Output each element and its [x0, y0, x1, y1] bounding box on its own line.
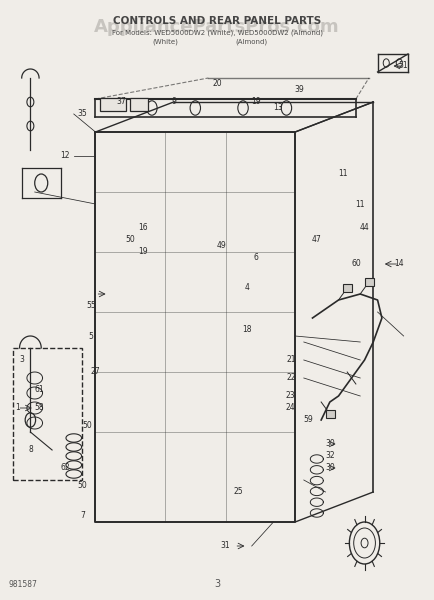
- Text: 19: 19: [251, 97, 261, 107]
- Text: AppliancePartsPros.com: AppliancePartsPros.com: [94, 18, 340, 36]
- Text: 62: 62: [60, 463, 70, 473]
- Text: 31: 31: [221, 542, 230, 551]
- Text: 27: 27: [91, 367, 100, 377]
- Text: 30: 30: [325, 439, 335, 449]
- Text: 6: 6: [253, 253, 259, 262]
- Text: 981587: 981587: [9, 580, 38, 589]
- Bar: [13, 348, 82, 480]
- Text: 9: 9: [171, 97, 176, 107]
- Text: 22: 22: [286, 373, 296, 383]
- Text: 12: 12: [60, 151, 70, 160]
- Text: 21: 21: [286, 355, 296, 364]
- Text: 23: 23: [286, 392, 296, 401]
- Text: 35: 35: [78, 109, 87, 118]
- Text: 59: 59: [303, 415, 313, 424]
- Text: 39: 39: [295, 85, 304, 94]
- Text: 60: 60: [351, 259, 361, 268]
- Text: 16: 16: [138, 223, 148, 232]
- Text: 50: 50: [78, 481, 87, 491]
- Bar: [365, 278, 374, 286]
- Text: 11: 11: [355, 199, 365, 209]
- Text: 20: 20: [212, 79, 222, 88]
- Text: 30: 30: [325, 463, 335, 473]
- Text: 3: 3: [19, 355, 24, 364]
- Bar: [326, 410, 335, 418]
- Text: 7: 7: [80, 511, 85, 520]
- Text: 49: 49: [217, 241, 226, 250]
- Text: 5: 5: [89, 331, 94, 341]
- Text: 50: 50: [125, 235, 135, 245]
- Text: 24: 24: [286, 404, 296, 413]
- Text: 37: 37: [117, 97, 126, 107]
- Text: 4: 4: [245, 283, 250, 292]
- Text: 47: 47: [312, 235, 322, 245]
- Text: 18: 18: [243, 325, 252, 335]
- Bar: [100, 98, 126, 111]
- Text: 50: 50: [82, 421, 92, 430]
- Text: 14: 14: [395, 259, 404, 268]
- Text: 1: 1: [15, 404, 20, 413]
- Text: 51: 51: [399, 61, 408, 70]
- Bar: [343, 284, 352, 292]
- Text: (Almond): (Almond): [236, 39, 268, 45]
- Text: 55: 55: [86, 301, 96, 311]
- Text: 19: 19: [138, 247, 148, 256]
- Text: 11: 11: [338, 169, 348, 179]
- Text: For Models: WED5000DW2 (White), WED5000DW2 (Almond): For Models: WED5000DW2 (White), WED5000D…: [112, 30, 322, 36]
- Text: 13: 13: [273, 103, 283, 112]
- Text: 44: 44: [360, 223, 369, 232]
- Text: 3: 3: [214, 579, 220, 589]
- Bar: [130, 98, 148, 111]
- Text: 32: 32: [325, 451, 335, 461]
- Text: 25: 25: [234, 487, 243, 496]
- Text: (White): (White): [152, 39, 178, 45]
- Text: 8: 8: [28, 445, 33, 455]
- Text: CONTROLS AND REAR PANEL PARTS: CONTROLS AND REAR PANEL PARTS: [113, 16, 321, 26]
- Text: 58: 58: [34, 404, 44, 413]
- Text: 61: 61: [34, 385, 44, 395]
